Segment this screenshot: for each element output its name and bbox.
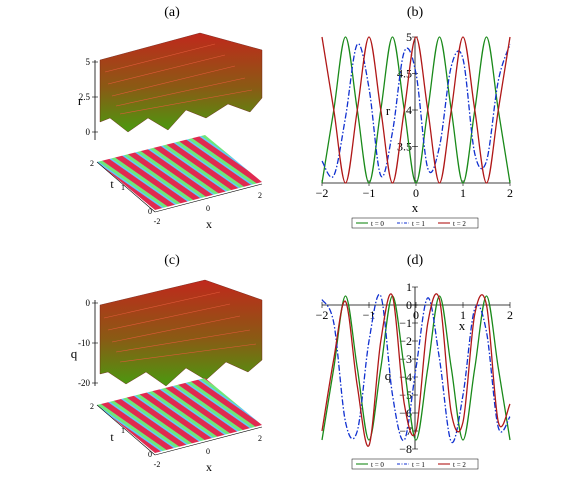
panel-d-y-tick-label: −3: [399, 352, 412, 366]
panel-a-x-axis: [154, 183, 263, 213]
panel-d-legend-label: t = 1: [412, 461, 425, 469]
panel-b-label: (b): [407, 5, 424, 20]
panel-c-base-projection: [97, 378, 262, 453]
panel-a-t-tick-label: 1: [121, 183, 125, 192]
panel-b-y-tick-label: 4: [406, 103, 412, 117]
panel-b-y-tick-label: 5: [406, 30, 412, 44]
panel-b-x-tick-label: 2: [507, 186, 513, 200]
panel-d-y-tick-label: 1: [406, 280, 412, 294]
panel-d-x-tick-label: 1: [460, 308, 466, 322]
panel-b-series-line: [321, 36, 511, 184]
panel-c-t-tick-label: 0: [148, 450, 152, 459]
panel-c-surface-ridges: [103, 291, 257, 363]
panel-b-x-label: x: [412, 200, 419, 215]
panel-c-t-tick-label: 1: [121, 426, 125, 435]
panel-b-legend-box: [351, 217, 479, 229]
panel-d-series-line: [321, 293, 511, 447]
panel-d-x-tick-label: 2: [507, 308, 513, 322]
panel-b-legend-label: t = 0: [371, 220, 384, 228]
panel-d-label: (d): [407, 253, 424, 268]
panel-c-z-tick-label: -10: [78, 338, 90, 348]
panel-c-surface: [99, 279, 263, 387]
panel-d-x-tick-label: 0: [413, 308, 419, 322]
panel-d-y-tick-label: −5: [399, 388, 412, 402]
panel-c-x-axis: [154, 426, 263, 456]
panel-d-x-tick-label: −2: [316, 308, 329, 322]
panel-b-x-tick-label: 0: [413, 186, 419, 200]
panel-b-series-line: [321, 36, 511, 184]
panel-d-y-tick-label: −1: [399, 316, 412, 330]
panel-b-legend-label: t = 1: [412, 220, 425, 228]
panel-a-label: (a): [164, 5, 180, 20]
panel-d-legend-label: t = 0: [371, 461, 384, 469]
panel-a-t-label: t: [110, 177, 114, 191]
panel-d-legend: t = 0 t = 1 t = 2: [351, 458, 479, 470]
panel-c-t-tick-label: 2: [90, 402, 94, 411]
panel-b-legend: t = 0 t = 1 t = 2: [351, 217, 479, 229]
panel-c: (c) 0 -10 -20 q 2 1 0 t -2 0 2 x: [71, 253, 263, 474]
panel-a-z-label: r: [78, 93, 83, 108]
panel-a-x-tick-label: 2: [258, 191, 262, 200]
panel-c-x-tick-label: -2: [154, 460, 161, 469]
panel-d-y-tick-label: 0: [406, 298, 412, 312]
panel-b-y-label: r: [386, 103, 391, 118]
panel-c-x-tick-label: 2: [258, 434, 262, 443]
panel-c-z-tick-label: 0: [86, 298, 91, 308]
panel-a-surface-ridges: [104, 43, 253, 115]
panel-d-legend-label: t = 2: [453, 461, 466, 469]
panel-a-z-tick-label: 5: [86, 57, 91, 67]
panel-d-legend-box: [351, 458, 479, 470]
panel-a-z-tick-label: 2.5: [79, 92, 91, 102]
panel-c-label: (c): [164, 253, 180, 268]
panel-a-x-tick-label: -2: [154, 217, 161, 226]
panel-b-series-line: [321, 43, 511, 178]
panel-a-x-label: x: [206, 217, 212, 231]
panel-a: (a) 5 2.5 0 r 2 1 0 t -2 0 2 x: [78, 5, 263, 231]
panel-c-x-tick-label: 0: [206, 447, 210, 456]
panel-c-z-tick-label: -20: [78, 378, 90, 388]
panel-d-y-tick-label: −2: [399, 334, 412, 348]
panel-d-y-tick-label: −8: [399, 442, 412, 456]
panel-a-base-projection: [97, 135, 262, 210]
panel-a-t-tick-label: 0: [148, 207, 152, 216]
panel-c-t-label: t: [110, 430, 114, 444]
panel-b-legend-label: t = 2: [453, 220, 466, 228]
panel-a-z-tick-label: 0: [86, 127, 91, 137]
panel-b-x-tick-label: −1: [363, 186, 376, 200]
panel-c-z-label: q: [71, 346, 78, 361]
panel-c-x-label: x: [206, 460, 212, 474]
panel-a-t-axis: [96, 161, 156, 213]
panel-d-x-tick-label: −1: [363, 308, 376, 322]
panel-a-surface: [99, 32, 263, 133]
panel-b-x-tick-label: 1: [460, 186, 466, 200]
panel-a-x-tick-label: 0: [206, 204, 210, 213]
panel-d-y-label: q: [385, 368, 392, 383]
panel-b-x-tick-label: −2: [316, 186, 329, 200]
panel-c-t-axis: [96, 404, 156, 456]
panel-d-x-label: x: [459, 318, 466, 333]
panel-d-series-line: [321, 295, 511, 441]
panel-a-t-tick-label: 2: [90, 159, 94, 168]
